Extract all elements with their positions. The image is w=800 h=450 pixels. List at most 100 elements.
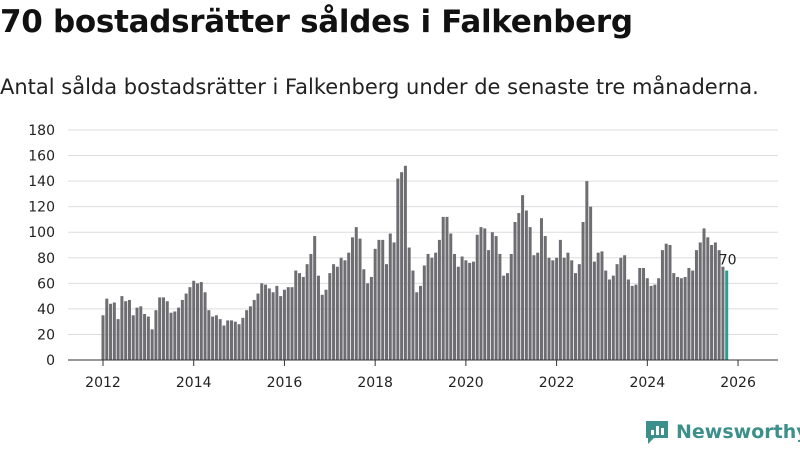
bar (441, 216, 445, 360)
bar (158, 297, 162, 360)
y-tick-label: 180 (28, 123, 55, 139)
bar (468, 262, 472, 360)
bar (109, 303, 113, 360)
bar (570, 260, 574, 360)
bar (649, 285, 653, 360)
chart-subtitle: Antal sålda bostadsrätter i Falkenberg u… (0, 75, 759, 99)
bar (146, 316, 150, 360)
bar (611, 275, 615, 360)
bar (320, 294, 324, 360)
bar (668, 245, 672, 360)
bar (558, 239, 562, 360)
bar (169, 312, 173, 360)
x-tick-label: 2022 (539, 375, 575, 391)
bar (248, 306, 252, 360)
brand-logo[interactable]: Newsworthy (644, 419, 800, 445)
bar (233, 321, 237, 360)
bar (630, 285, 634, 360)
bar (464, 260, 468, 360)
bar (396, 178, 400, 360)
x-tick-label: 2016 (267, 375, 303, 391)
bar (672, 273, 676, 360)
bar (116, 319, 120, 360)
bar (430, 257, 434, 360)
bar (381, 239, 385, 360)
bar (694, 250, 698, 360)
bar (218, 319, 222, 360)
newsworthy-logo-icon (646, 421, 668, 444)
bar (604, 270, 608, 360)
y-tick-label: 100 (28, 225, 55, 241)
bar (596, 252, 600, 360)
bar (502, 275, 506, 360)
bar (301, 276, 305, 360)
bar (547, 257, 551, 360)
bar (679, 278, 683, 360)
bar (184, 293, 188, 360)
bar (589, 206, 593, 360)
bar (426, 253, 430, 360)
y-tick-label: 80 (37, 251, 55, 267)
y-tick-label: 140 (28, 174, 55, 190)
bar (377, 239, 381, 360)
bar (717, 250, 721, 360)
bar (177, 307, 181, 360)
bar (483, 228, 487, 360)
bar (196, 283, 199, 360)
bar (539, 218, 543, 360)
bar (385, 264, 388, 360)
bar (445, 216, 449, 360)
bar (161, 297, 165, 360)
bar (309, 253, 313, 360)
bar (664, 243, 668, 360)
bar (415, 292, 419, 360)
bar (532, 255, 536, 360)
bar (366, 283, 370, 360)
bar (626, 279, 630, 360)
bar (577, 264, 581, 360)
bar (698, 242, 702, 360)
bar (592, 261, 596, 360)
bar (180, 299, 184, 360)
bar (124, 301, 128, 360)
bar (241, 317, 245, 360)
bar (619, 257, 623, 360)
bar (245, 310, 249, 360)
bar (528, 227, 532, 360)
x-tick-label: 2024 (629, 375, 665, 391)
bar (551, 260, 555, 360)
bar (471, 261, 475, 360)
bar (358, 238, 362, 360)
bar (400, 172, 404, 360)
bar (691, 270, 695, 360)
bar-highlight (725, 270, 729, 360)
bar (347, 252, 351, 360)
bar (211, 316, 215, 360)
bar (687, 268, 691, 360)
bar (490, 232, 494, 360)
bar (623, 255, 627, 360)
brand-name: Newsworthy (676, 421, 800, 443)
bar (498, 253, 502, 360)
bar (332, 264, 336, 360)
bar (282, 289, 286, 360)
bar (237, 324, 241, 360)
bar (324, 289, 328, 360)
bar (267, 288, 271, 360)
bar (313, 236, 317, 360)
x-tick-label: 2014 (176, 375, 212, 391)
bar (456, 266, 460, 360)
bar-chart: 0 20 40 60 80 100 120 140 160 180 2012 2014 2016 2018… (28, 123, 778, 391)
bar (683, 276, 687, 360)
bar (555, 257, 559, 360)
bar (350, 237, 354, 360)
bar (487, 250, 491, 360)
x-tick-label: 2020 (448, 375, 484, 391)
bar (388, 233, 392, 360)
bar (392, 242, 396, 360)
bar (188, 287, 192, 360)
bar (165, 301, 169, 360)
bar (702, 228, 706, 360)
bar (294, 270, 298, 360)
x-tick-label: 2026 (720, 375, 756, 391)
